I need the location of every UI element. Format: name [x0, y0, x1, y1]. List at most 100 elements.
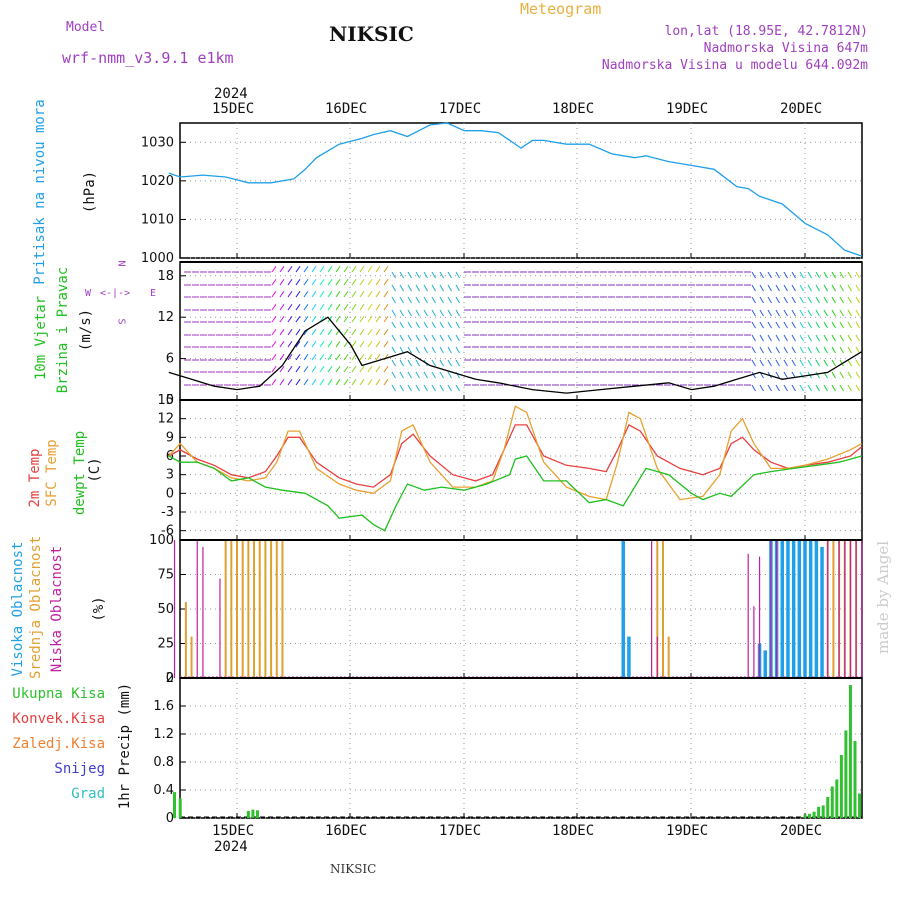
wind-barb [767, 309, 772, 317]
precip-bar [178, 798, 182, 818]
cloud-bar-niska [827, 540, 829, 678]
precip-bar [848, 685, 852, 818]
precip-bar [817, 806, 821, 818]
wind-barb [319, 265, 325, 273]
wind-barb [815, 321, 820, 329]
wind-barb [823, 309, 828, 317]
y-tick-label: 25 [157, 637, 174, 652]
wind-barb [335, 315, 341, 323]
wind-barb [759, 346, 764, 354]
wind-barb [783, 296, 788, 304]
wind-barb [815, 309, 820, 317]
wind-barb [791, 334, 796, 342]
wind-barb [815, 271, 820, 279]
footer-station: NIKSIC [330, 862, 377, 876]
wind-barb [279, 315, 285, 323]
cloud-bar-niska [173, 540, 176, 678]
wind-barb [367, 378, 373, 386]
day-label-top: 20DEC [780, 101, 823, 117]
wind-barb [279, 353, 285, 361]
day-label-top: 17DEC [439, 101, 482, 117]
wind-barb [447, 359, 452, 367]
wind-barb [311, 340, 317, 348]
wind-barb [431, 384, 436, 392]
wind-barb [759, 296, 764, 304]
wind-barb [279, 278, 285, 286]
wind-barb [391, 346, 396, 354]
wind-barb [775, 271, 780, 279]
wind-barb [855, 309, 860, 317]
wind-barb [823, 384, 828, 392]
wind-barb [431, 359, 436, 367]
wind-barb [439, 384, 444, 392]
wind-barb [775, 384, 780, 392]
wind-barb [807, 284, 812, 292]
wind-barb [455, 284, 460, 292]
wind-barb [415, 284, 420, 292]
cloud-bar-srednja [258, 540, 261, 678]
wind-barb [383, 365, 389, 373]
wind-barb [343, 340, 349, 348]
wind-barb [767, 284, 772, 292]
wind-barb [303, 315, 309, 323]
wind-barb [775, 359, 780, 367]
cloud-bar-visoka [808, 540, 813, 678]
wind-barb [375, 378, 381, 386]
wind-barb [847, 384, 852, 392]
wind-barbs [184, 265, 860, 392]
wind-barb [311, 278, 317, 286]
precip-bar [853, 741, 857, 818]
wind-barb [319, 353, 325, 361]
wind-barb [303, 365, 309, 373]
wind-barb [455, 346, 460, 354]
wind-barb [831, 334, 836, 342]
day-label-top: 16DEC [325, 101, 368, 117]
wind-barb [751, 384, 756, 392]
y-tick-label: -3 [161, 505, 174, 520]
wind-barb [423, 271, 428, 279]
wind-barb [775, 296, 780, 304]
precip-bar [803, 814, 807, 818]
wind-barb [431, 371, 436, 379]
wind-barb [775, 334, 780, 342]
y-tick-label: 0 [166, 811, 174, 826]
wind-barb [351, 315, 357, 323]
panel-frame-temp [179, 399, 863, 541]
wind-barb [447, 284, 452, 292]
legend-convective-rain: Konvek.Kisa [12, 711, 105, 727]
y-tick-label: 0 [166, 486, 174, 501]
wind-barb [815, 371, 820, 379]
wind-barb [415, 321, 420, 329]
cloud-bar-srednja [253, 540, 256, 678]
wind-barb [359, 353, 365, 361]
wind-barb [847, 371, 852, 379]
y-tick-label: 0.8 [153, 755, 174, 770]
wind-barb [807, 346, 812, 354]
wind-barb [311, 290, 317, 298]
wind-barb [311, 328, 317, 336]
y-tick-label: 50 [157, 602, 174, 617]
wind-barb [799, 334, 804, 342]
wind-barb [343, 365, 349, 373]
wind-barb [399, 309, 404, 317]
wind-barb [407, 346, 412, 354]
wind-barb [287, 340, 293, 348]
wind-barb [799, 371, 804, 379]
wind-barb [335, 353, 341, 361]
wind-barb [855, 321, 860, 329]
wind-barb [271, 278, 277, 286]
wind-barb [759, 384, 764, 392]
y-tick-label: 12 [157, 310, 174, 325]
wind-barb [359, 328, 365, 336]
wind-barb [287, 365, 293, 373]
wind-barb [431, 284, 436, 292]
wind-barb [303, 290, 309, 298]
wind-barb [839, 271, 844, 279]
wind-barb [783, 271, 788, 279]
cloud-bar-srednja [224, 540, 227, 678]
wind-barb [447, 334, 452, 342]
y-tick-label: 2 [166, 671, 174, 686]
wind-barb [431, 321, 436, 329]
wind-barb [399, 384, 404, 392]
wind-barb [791, 284, 796, 292]
